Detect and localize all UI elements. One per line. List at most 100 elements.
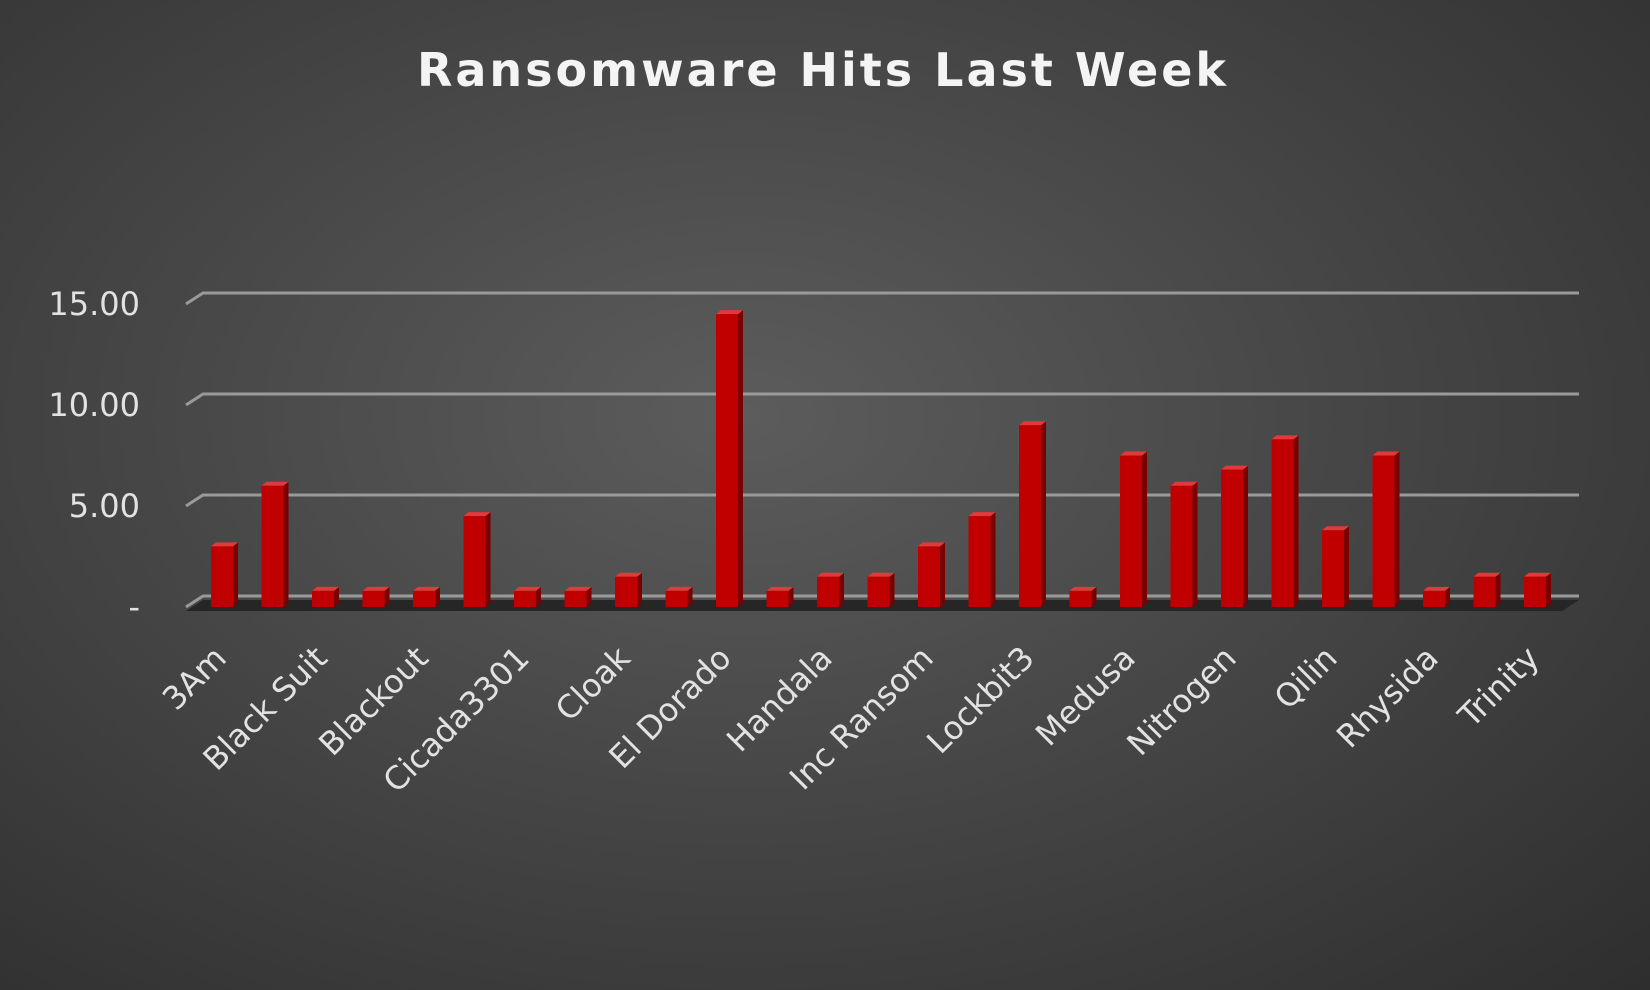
bar bbox=[211, 542, 238, 607]
bar-top bbox=[1069, 586, 1097, 591]
y-tick-label: 15.00 bbox=[48, 285, 140, 323]
bar-side bbox=[1394, 451, 1400, 607]
bar bbox=[817, 572, 844, 607]
gridline bbox=[185, 392, 1579, 407]
bar-side bbox=[990, 512, 996, 607]
bar bbox=[1322, 526, 1349, 607]
bar bbox=[312, 586, 339, 607]
bar-side bbox=[435, 586, 440, 607]
bar-top bbox=[312, 586, 339, 591]
bar-top bbox=[564, 586, 592, 591]
bar-front bbox=[1120, 455, 1142, 607]
bar bbox=[968, 512, 996, 607]
bar-front bbox=[1423, 590, 1445, 607]
bar-side bbox=[940, 542, 945, 607]
bar-side bbox=[536, 586, 541, 607]
bar-top bbox=[1170, 481, 1198, 486]
bar-top bbox=[463, 512, 491, 517]
bar-front bbox=[918, 546, 940, 607]
bar-front bbox=[716, 314, 738, 607]
bar-front bbox=[463, 516, 486, 607]
bar-front bbox=[1019, 425, 1041, 607]
bar bbox=[1423, 586, 1450, 607]
bar bbox=[514, 586, 541, 607]
bar-top bbox=[665, 586, 693, 591]
bar-front bbox=[1322, 530, 1344, 607]
bar-side bbox=[738, 310, 743, 607]
bar-top bbox=[1271, 435, 1299, 440]
bar-side bbox=[1041, 421, 1046, 607]
bar-top bbox=[1221, 465, 1248, 470]
bar-top bbox=[261, 481, 289, 486]
bar bbox=[413, 586, 440, 607]
y-tick-label: - bbox=[128, 588, 140, 626]
bar bbox=[1524, 572, 1551, 607]
bar-front bbox=[564, 590, 587, 607]
bar-side bbox=[839, 572, 844, 607]
x-tick-label: Qilin bbox=[1267, 639, 1345, 717]
gridline bbox=[185, 493, 1579, 508]
bar-side bbox=[687, 586, 693, 607]
bar bbox=[463, 512, 491, 607]
chart-title: Ransomware Hits Last Week bbox=[417, 43, 1229, 97]
bars bbox=[211, 310, 1551, 607]
bar-front bbox=[261, 485, 284, 607]
bar-top bbox=[362, 586, 390, 591]
gridlines bbox=[185, 291, 1579, 611]
bar-top bbox=[1372, 451, 1400, 456]
bar-top bbox=[514, 586, 541, 591]
x-tick-label: Lockbit3 bbox=[919, 639, 1041, 761]
bar bbox=[1120, 451, 1147, 607]
bar-side bbox=[586, 586, 592, 607]
bar-top bbox=[1322, 526, 1349, 531]
x-tick-label: 3Am bbox=[155, 639, 234, 718]
bar-top bbox=[615, 572, 642, 577]
bar-side bbox=[889, 572, 895, 607]
bar-front bbox=[1271, 439, 1294, 607]
bar-front bbox=[867, 576, 890, 607]
bar-side bbox=[283, 481, 289, 607]
bar-front bbox=[312, 590, 334, 607]
x-tick-label: Nitrogen bbox=[1119, 639, 1243, 763]
bar-side bbox=[1192, 481, 1198, 607]
bar-front bbox=[362, 590, 385, 607]
bar-front bbox=[1170, 485, 1193, 607]
bar bbox=[1473, 572, 1501, 607]
bar bbox=[766, 586, 794, 607]
bar-front bbox=[211, 546, 233, 607]
bar-side bbox=[233, 542, 238, 607]
bar-top bbox=[1120, 451, 1147, 456]
bar bbox=[716, 310, 743, 607]
bar-front bbox=[514, 590, 536, 607]
bar-front bbox=[1372, 455, 1395, 607]
bar-side bbox=[788, 586, 794, 607]
bar bbox=[1372, 451, 1400, 607]
bar-front bbox=[817, 576, 839, 607]
bar-front bbox=[766, 590, 789, 607]
y-tick-label: 5.00 bbox=[69, 487, 140, 525]
bar-side bbox=[637, 572, 642, 607]
x-tick-label: Rhysida bbox=[1329, 639, 1446, 756]
bar-side bbox=[1546, 572, 1551, 607]
bar bbox=[1221, 465, 1248, 607]
bar-front bbox=[968, 516, 991, 607]
bar-front bbox=[615, 576, 637, 607]
bar bbox=[564, 586, 592, 607]
bar bbox=[867, 572, 895, 607]
bar bbox=[1170, 481, 1198, 607]
bar bbox=[1069, 586, 1097, 607]
bar-side bbox=[384, 586, 390, 607]
bar-side bbox=[1293, 435, 1299, 607]
bar-front bbox=[665, 590, 688, 607]
bar-top bbox=[1019, 421, 1046, 426]
bar-side bbox=[1091, 586, 1097, 607]
bar-top bbox=[413, 586, 440, 591]
bar-top bbox=[716, 310, 743, 315]
bar-top bbox=[1423, 586, 1450, 591]
bar-front bbox=[1524, 576, 1546, 607]
bar-side bbox=[1142, 451, 1147, 607]
bar-front bbox=[413, 590, 435, 607]
